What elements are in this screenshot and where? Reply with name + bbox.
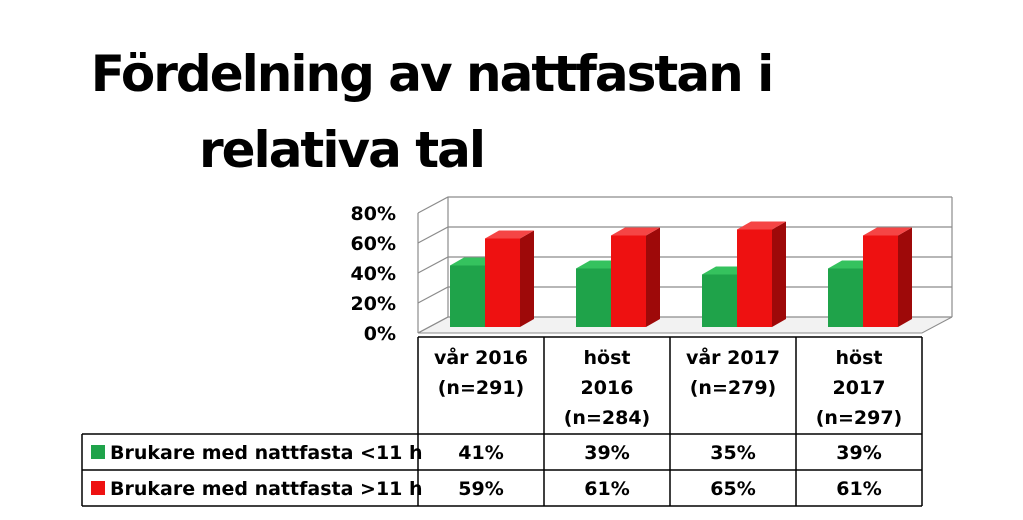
x-category-label: höst bbox=[836, 347, 883, 369]
y-tick-label: 60% bbox=[351, 233, 396, 255]
bar-front bbox=[450, 265, 485, 327]
x-category-label: vår 2017 bbox=[686, 345, 780, 369]
legend-swatch bbox=[91, 481, 105, 495]
bar-front bbox=[863, 235, 898, 327]
bar-top bbox=[737, 221, 786, 230]
data-table-value: 35% bbox=[710, 442, 755, 464]
y-tick-label: 40% bbox=[351, 263, 396, 285]
x-category-label: 2017 bbox=[833, 377, 886, 399]
bar bbox=[485, 230, 534, 327]
x-category-label: 2016 bbox=[581, 377, 634, 399]
bar bbox=[863, 227, 912, 327]
legend-label: Brukare med nattfasta <11 h bbox=[110, 442, 423, 464]
plot-area bbox=[418, 197, 952, 333]
x-category-label: (n=291) bbox=[438, 377, 524, 399]
bar-top bbox=[485, 230, 534, 239]
data-table-value: 39% bbox=[584, 442, 629, 464]
x-category-label: (n=284) bbox=[564, 407, 650, 429]
data-table-value: 61% bbox=[584, 478, 629, 500]
data-table-value: 61% bbox=[836, 478, 881, 500]
data-table-value: 59% bbox=[458, 478, 503, 500]
bar-front bbox=[485, 238, 520, 327]
x-category-label: (n=279) bbox=[690, 377, 776, 399]
bar-front bbox=[611, 235, 646, 327]
bar-side bbox=[520, 230, 534, 327]
bar-side bbox=[898, 227, 912, 327]
bar-front bbox=[702, 274, 737, 327]
bar bbox=[737, 221, 786, 327]
data-table-value: 41% bbox=[458, 442, 503, 464]
bar-side bbox=[772, 221, 786, 327]
bar-front bbox=[737, 229, 772, 327]
bar-front bbox=[828, 268, 863, 327]
chart-title-line-1: Fördelning av nattfastan i bbox=[90, 45, 774, 103]
y-tick-label: 20% bbox=[351, 293, 396, 315]
x-category-label: (n=297) bbox=[816, 407, 902, 429]
data-table-value: 39% bbox=[836, 442, 881, 464]
y-tick-label: 80% bbox=[351, 203, 396, 225]
chart-title-line-2: relativa tal bbox=[198, 121, 486, 179]
bar-top bbox=[863, 227, 912, 236]
legend-swatch bbox=[91, 445, 105, 459]
bar-side bbox=[646, 227, 660, 327]
legend-label: Brukare med nattfasta >11 h bbox=[110, 478, 423, 500]
bar-top bbox=[611, 227, 660, 236]
y-tick-label: 0% bbox=[364, 323, 396, 345]
x-category-label: vår 2016 bbox=[434, 345, 528, 369]
x-category-label: höst bbox=[584, 347, 631, 369]
chart-title: Fördelning av nattfastan i relativa tal bbox=[0, 36, 1023, 188]
bar bbox=[611, 227, 660, 327]
data-table-value: 65% bbox=[710, 478, 755, 500]
bar-front bbox=[576, 268, 611, 327]
